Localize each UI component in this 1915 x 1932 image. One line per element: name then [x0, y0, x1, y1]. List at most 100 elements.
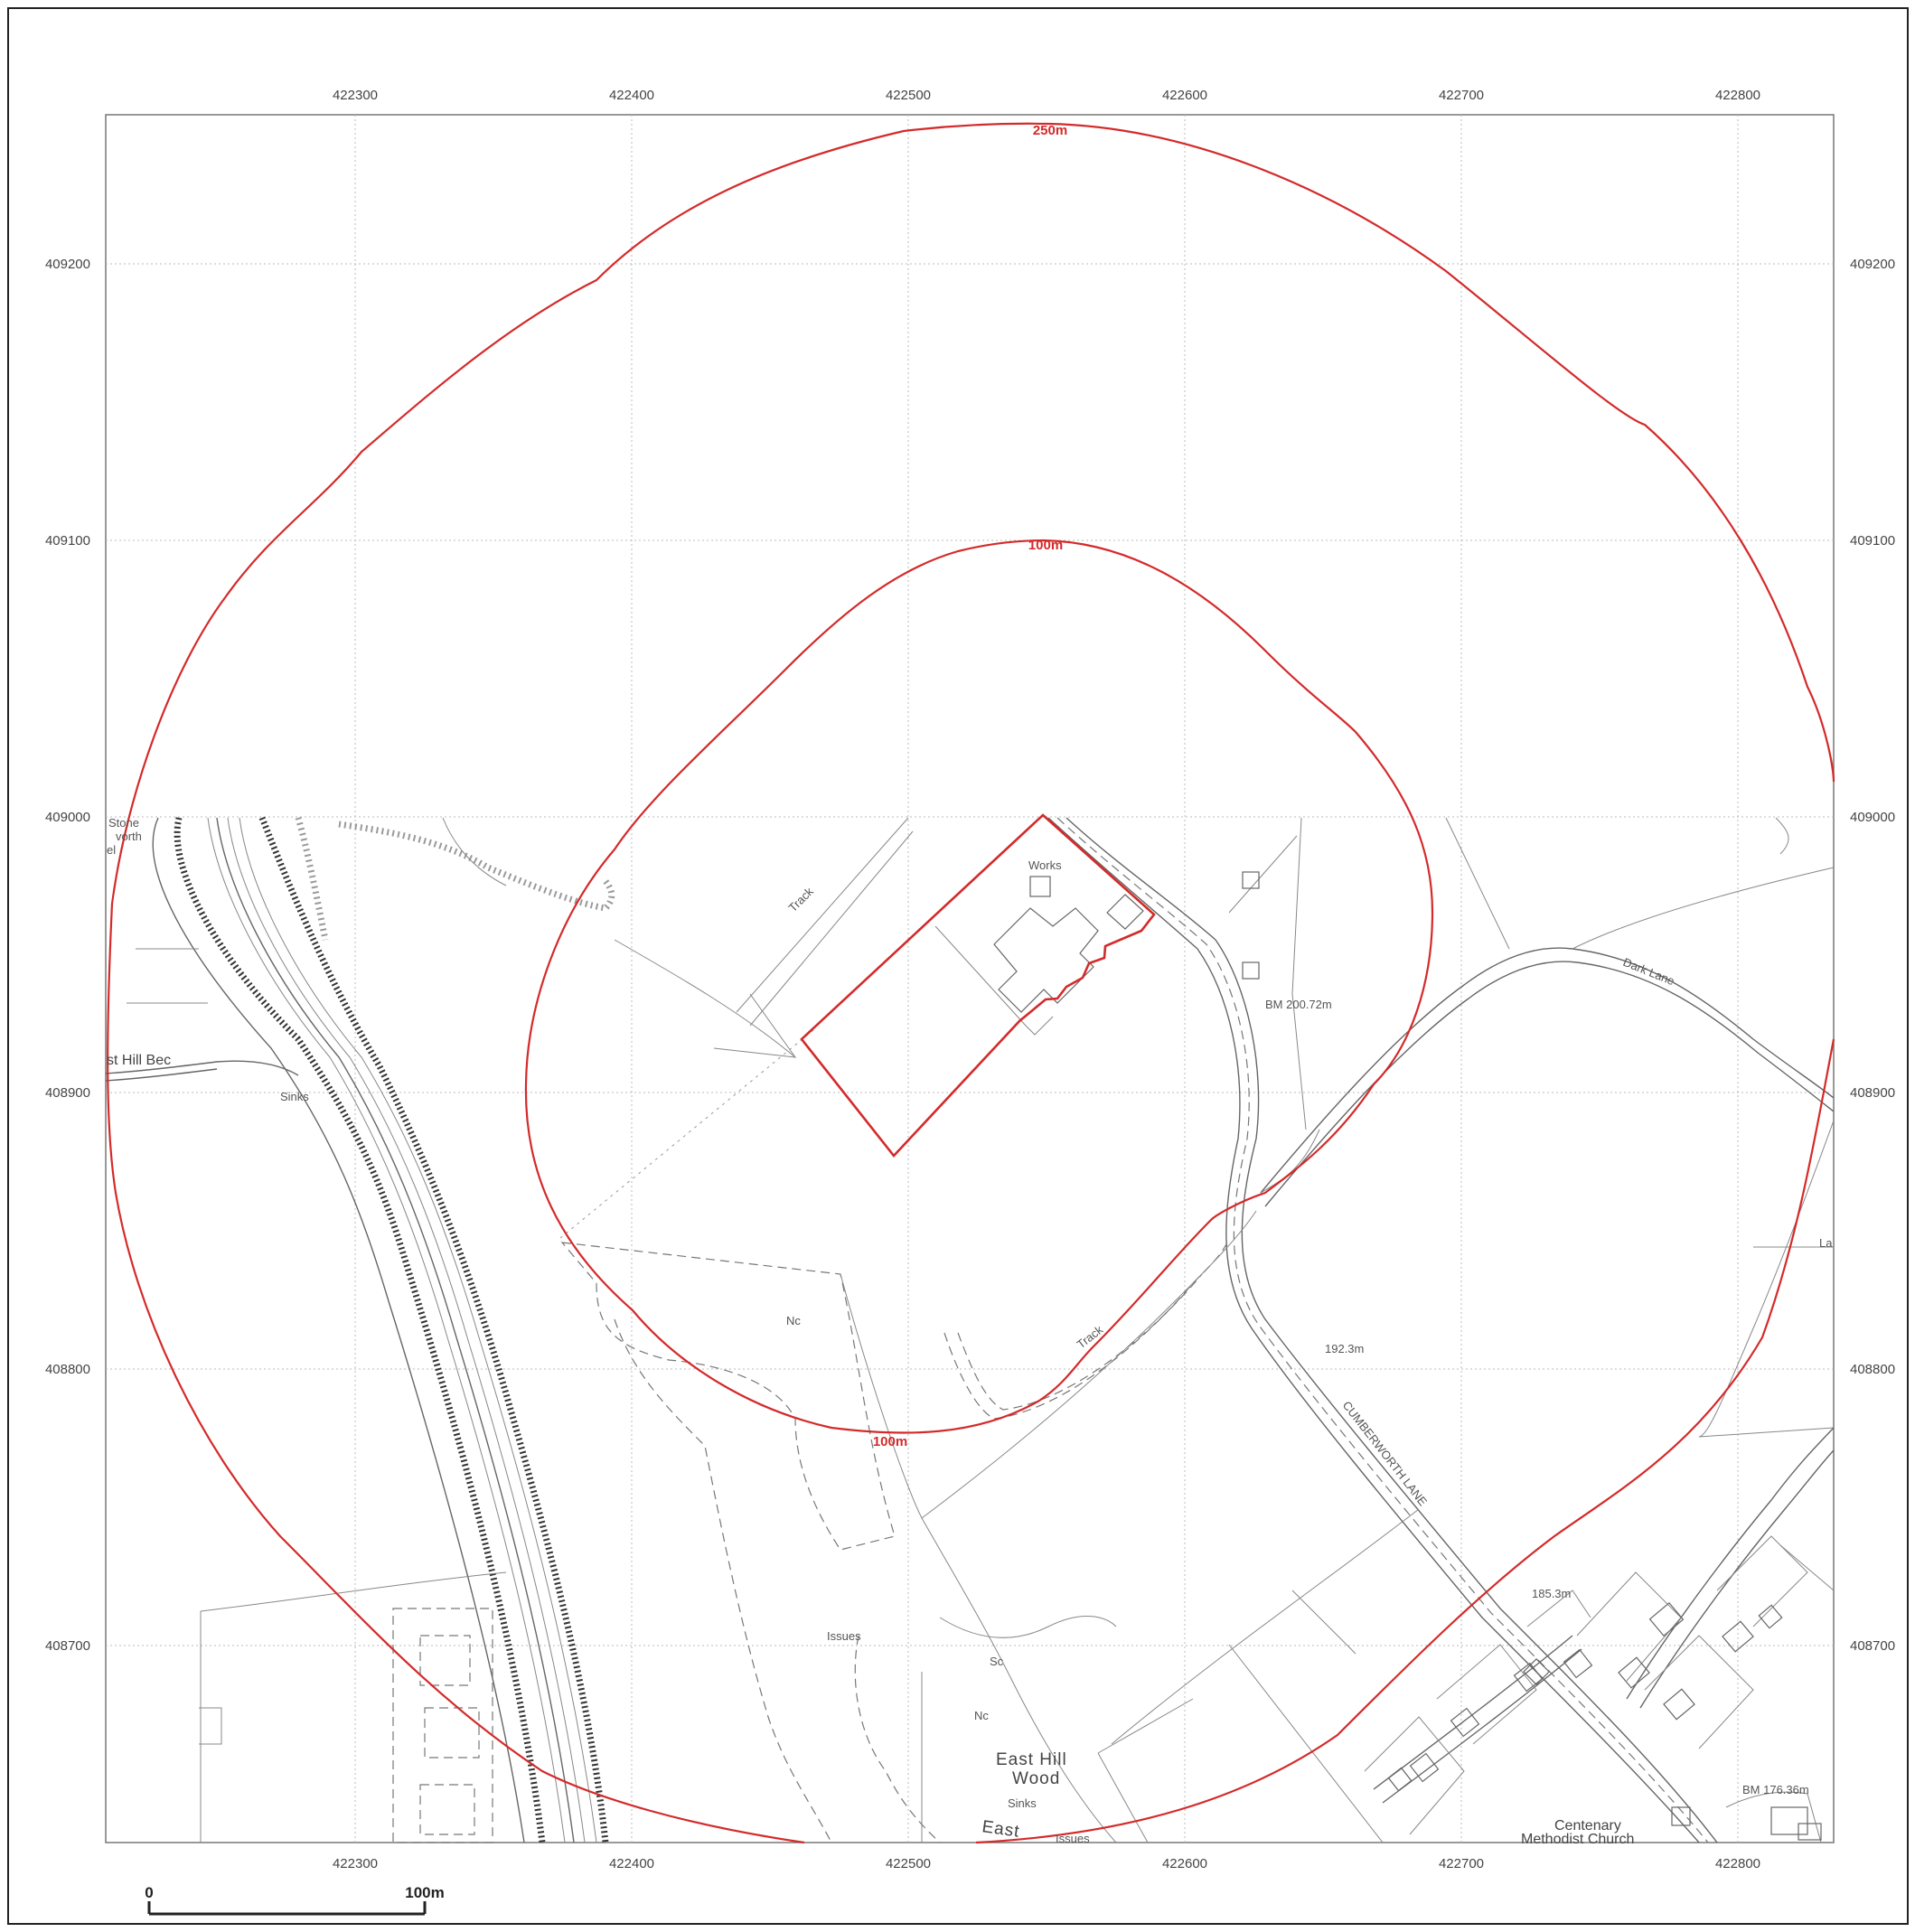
house: [1618, 1656, 1650, 1689]
house: [1671, 1806, 1691, 1826]
site-boundary: [800, 813, 1156, 1158]
wood-path: [614, 1318, 832, 1843]
field-boundary: [921, 1210, 1257, 1519]
northing-labels-left: 409200 409100 409000 408900 408800 40870…: [45, 257, 90, 1654]
plot-boundary: [1644, 1635, 1754, 1749]
northing-labels-right: 409200 409100 409000 408900 408800 40870…: [1850, 257, 1895, 1654]
house: [1758, 1604, 1783, 1629]
east-hill-beck-2: [105, 1068, 218, 1082]
house: [1523, 1658, 1550, 1685]
east-label: East: [981, 1817, 1021, 1842]
house: [1242, 961, 1260, 980]
map-area-border: [105, 114, 1835, 1843]
nc-label: Nc: [786, 1314, 801, 1327]
dark-lane-south: [1264, 961, 1835, 1207]
stone-label-2: vorth: [116, 830, 142, 843]
house: [1722, 1620, 1754, 1653]
easting-label: 422400: [609, 88, 654, 103]
issues-label: Issues: [827, 1629, 861, 1643]
bm-south-label: BM 176.36m: [1742, 1783, 1809, 1796]
spot-height-185: 185.3m: [1532, 1587, 1571, 1600]
east-hill-wood-label-2: Wood: [1012, 1769, 1060, 1788]
scale-bar-start-label: 0: [145, 1884, 153, 1901]
house: [1563, 1648, 1593, 1679]
field-boundary: [1698, 1120, 1835, 1438]
house: [1409, 1752, 1440, 1783]
easting-label: 422500: [886, 88, 931, 103]
field-boundary: [1572, 867, 1835, 950]
scale-bar-end-label: 100m: [405, 1884, 444, 1901]
basemap: [105, 816, 1835, 1843]
cumberworth-lane-west: [1065, 817, 1718, 1843]
field-boundary: [1097, 1698, 1194, 1754]
field-boundary: [939, 1615, 1117, 1638]
buffer-label-100m-bottom: 100m: [873, 1434, 907, 1449]
easting-labels-bottom: 422300 422400 422500 422600 422700 42280…: [333, 1856, 1760, 1871]
easting-label: 422300: [333, 88, 378, 103]
footpath: [559, 1029, 814, 1239]
wood-path: [854, 1635, 941, 1843]
northing-label: 408900: [1850, 1085, 1895, 1101]
track-north-2: [749, 830, 914, 1027]
church-label-2: Methodist Church: [1521, 1832, 1634, 1847]
northing-label: 409000: [1850, 810, 1895, 825]
feature-labels: Works Track Track BM 200.72m 192.3m 185.…: [107, 816, 1833, 1847]
east-hill-beck: [105, 1060, 299, 1076]
railway-line-4: [239, 817, 597, 1843]
nc-label: Nc: [974, 1709, 989, 1722]
northing-label: 409200: [1850, 257, 1895, 272]
scale-bar: 0 100m: [145, 1884, 445, 1916]
plot-boundary: [1725, 1791, 1822, 1843]
easting-label: 422300: [333, 1856, 378, 1871]
side-road-4: [1639, 1449, 1835, 1709]
track-south: [943, 1237, 1230, 1420]
easting-label: 422700: [1439, 88, 1484, 103]
northing-label: 408800: [45, 1362, 90, 1377]
dark-lane-north: [1260, 947, 1835, 1194]
enclosure: [424, 1707, 480, 1758]
railway-line-west-edge: [152, 817, 525, 1843]
house: [1242, 871, 1260, 889]
northing-label: 408700: [1850, 1638, 1895, 1654]
sinks-label: Sinks: [1008, 1796, 1037, 1810]
grid-lines: [106, 115, 1834, 1843]
side-road-2: [1382, 1648, 1582, 1804]
easting-labels-top: 422300 422400 422500 422600 422700 42280…: [333, 88, 1760, 103]
northing-label: 408900: [45, 1085, 90, 1101]
la-label: La: [1819, 1236, 1833, 1250]
church-label: Centenary: [1554, 1818, 1621, 1834]
works-building-small: [1029, 876, 1051, 897]
enclosure: [392, 1608, 493, 1843]
field-boundary: [199, 1707, 222, 1745]
house: [1798, 1823, 1822, 1841]
easting-label: 422500: [886, 1856, 931, 1871]
northing-label: 408800: [1850, 1362, 1895, 1377]
sinks-label: Sinks: [280, 1090, 309, 1103]
easting-label: 422700: [1439, 1856, 1484, 1871]
plot-boundary: [1576, 1571, 1682, 1682]
field-boundary: [442, 817, 507, 886]
sheet-frame: [7, 7, 1909, 1925]
works-annex: [1106, 894, 1144, 930]
dark-lane-label: Dark Lane: [1621, 955, 1676, 988]
track-label-south: Track: [1075, 1323, 1106, 1352]
railway-line-3: [227, 817, 586, 1843]
plot-boundary: [1716, 1535, 1808, 1627]
cumberworth-lane-verge: [1056, 817, 1709, 1843]
railway-line: [216, 817, 575, 1843]
sc-label: Sc: [990, 1655, 1004, 1668]
side-road: [1373, 1635, 1573, 1790]
railway-embankment-east: [258, 816, 609, 1843]
spot-height-192: 192.3m: [1325, 1342, 1364, 1355]
stream: [840, 1273, 1117, 1843]
cutting-top: [338, 821, 615, 912]
plot-boundary: [1779, 1544, 1835, 1591]
enclosure: [419, 1784, 475, 1835]
railway-line-2: [207, 817, 566, 1843]
field-boundary: [1111, 1508, 1420, 1745]
east-hill-wood-label: East Hill: [996, 1750, 1067, 1769]
field-boundary: [1228, 1644, 1384, 1843]
house: [1648, 1601, 1685, 1637]
stone-label: Stone: [108, 816, 139, 830]
